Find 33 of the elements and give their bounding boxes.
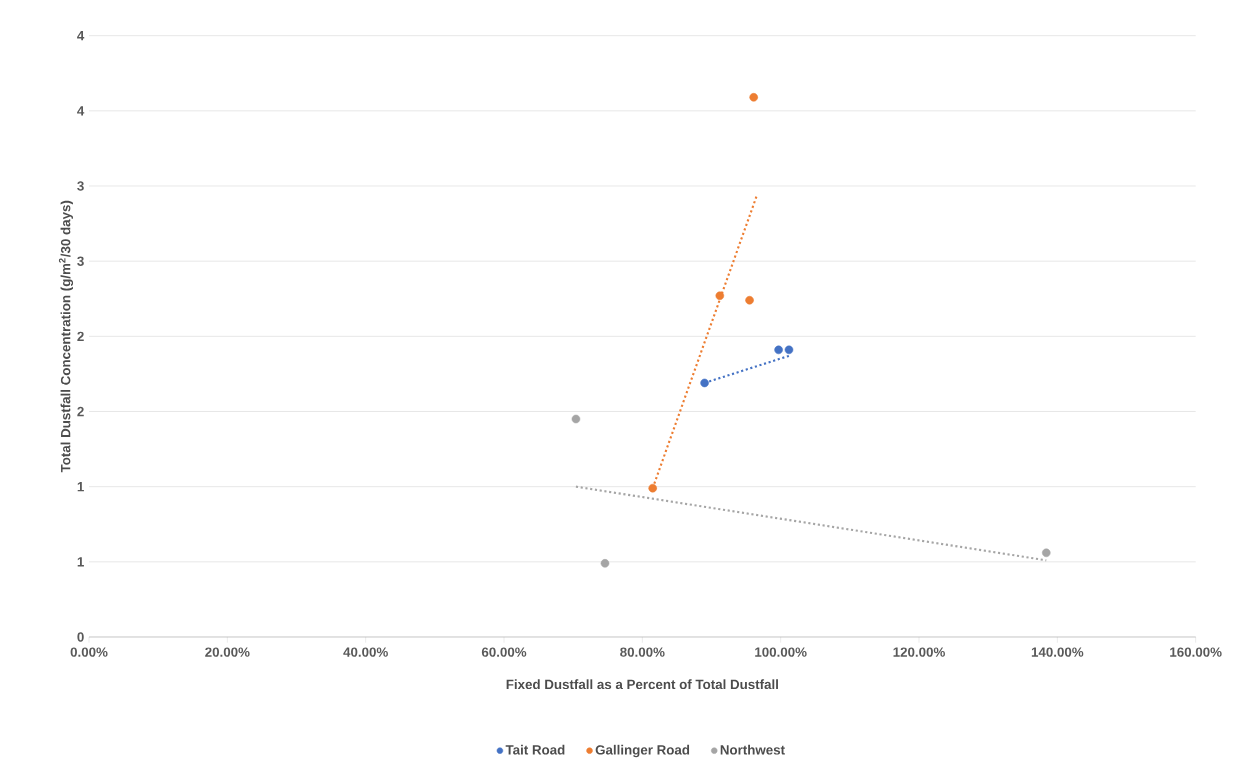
point bbox=[1042, 548, 1051, 558]
point bbox=[715, 291, 725, 301]
y-tick-label: 2 bbox=[77, 331, 84, 342]
y-tick-label: 4 bbox=[77, 31, 85, 41]
legend-label: Gallinger Road bbox=[595, 744, 690, 758]
y-tick-label: 3 bbox=[77, 256, 84, 266]
x-tick-label: 160.00% bbox=[1170, 647, 1222, 657]
y-tick-label: 1 bbox=[77, 557, 84, 567]
point bbox=[774, 345, 783, 355]
point bbox=[745, 296, 754, 305]
x-tick-label: 0.00% bbox=[70, 647, 108, 657]
y-tick-label: 3 bbox=[77, 181, 84, 191]
point bbox=[749, 93, 758, 102]
y-tick-label: 4 bbox=[77, 106, 85, 116]
legend-label: Tait Road bbox=[505, 744, 565, 755]
y-tick-label: 1 bbox=[77, 482, 84, 492]
x-tick-label: 40.00% bbox=[343, 647, 388, 657]
x-tick-label: 80.00% bbox=[620, 647, 665, 657]
y-tick-label: 2 bbox=[77, 406, 84, 417]
point bbox=[600, 559, 610, 568]
y-tick-label: 0 bbox=[77, 632, 84, 642]
x-tick-label: 120.00% bbox=[893, 647, 945, 657]
x-tick-label: 20.00% bbox=[205, 647, 250, 657]
legend-label: Northwest bbox=[720, 744, 785, 755]
x-axis-title: Fixed Dustfall as a Percent of Total Dustfall bbox=[506, 679, 778, 690]
x-tick-label: 100.00% bbox=[755, 647, 807, 657]
y-axis-title: Total Dustfall Concentration (g/m$^{2}$/30 days) bbox=[58, 200, 74, 473]
point bbox=[700, 378, 709, 388]
point bbox=[648, 483, 657, 493]
point bbox=[784, 345, 794, 355]
point bbox=[571, 414, 581, 424]
x-tick-label: 60.00% bbox=[481, 647, 527, 657]
x-tick-label: 140.00% bbox=[1031, 647, 1084, 657]
